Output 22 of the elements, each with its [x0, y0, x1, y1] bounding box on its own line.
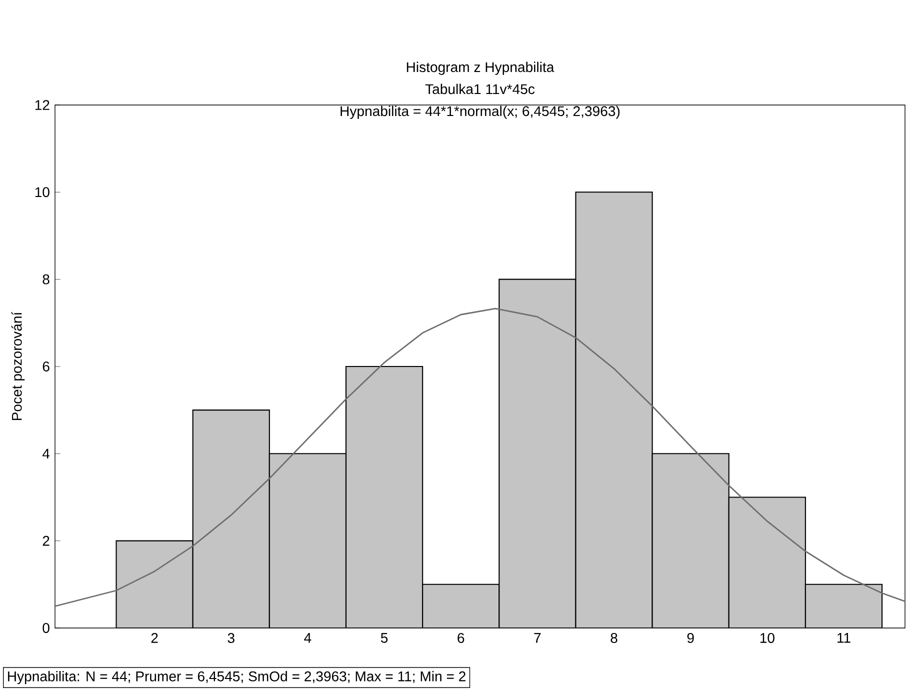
y-tick-label: 12: [35, 100, 50, 110]
text: Hypnabilita: N = 44; Prumer = 6,4545; SmOd = 2,3963; Max = 11; Min = 2: [8, 671, 466, 684]
y-tick-label: 2: [42, 536, 50, 546]
x-tick-label: 3: [228, 633, 234, 643]
x-tick-label: 7: [534, 633, 541, 643]
y-tick-label: 8: [42, 274, 50, 284]
x-tick-label: 9: [687, 633, 694, 643]
chart-title: Histogram z Hypnabilita: [406, 62, 554, 75]
y-tick-label: 4: [42, 448, 50, 458]
y-tick-label: 6: [42, 362, 50, 372]
x-tick-label: 2: [151, 633, 158, 643]
y-axis-title: Pocet pozorování: [11, 312, 25, 420]
x-tick-label: 6: [458, 633, 464, 643]
x-tick-label: 8: [610, 633, 618, 643]
x-tick-label: 10: [760, 633, 774, 643]
x-tick-label: 5: [380, 633, 388, 643]
x-tick-label: 11: [838, 633, 850, 643]
y-tick-label: 0: [42, 623, 50, 633]
annotation: Hypnabilita = 44*1*normal(x; 6,4545; 2,3963): [340, 106, 620, 119]
x-tick-label: 4: [304, 633, 312, 643]
y-tick-label: 10: [35, 187, 50, 198]
chart-subtitle: Tabulka1 11v*45c: [425, 84, 535, 94]
